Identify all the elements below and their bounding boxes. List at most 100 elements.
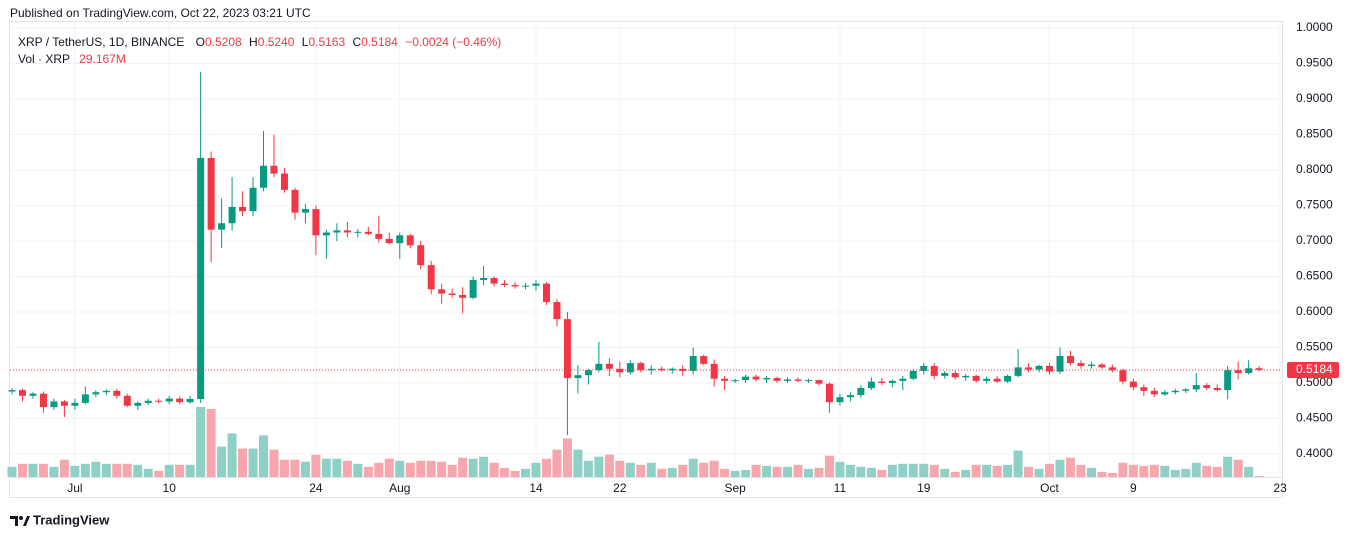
candle-body — [605, 363, 613, 369]
volume-bar — [259, 435, 269, 477]
volume-bar — [1223, 456, 1233, 477]
volume-bar — [541, 458, 551, 477]
y-tick-label: 0.4000 — [1296, 446, 1333, 460]
candle-body — [941, 373, 949, 376]
candle-body — [773, 378, 781, 381]
volume-bar — [646, 462, 656, 477]
candle-body — [291, 189, 299, 213]
candle-body — [710, 363, 718, 379]
volume-bar — [940, 468, 950, 477]
volume-bar — [300, 461, 310, 477]
candle-body — [92, 392, 100, 395]
candle-body — [1245, 368, 1253, 374]
candle-body — [343, 230, 351, 233]
candle-body — [983, 378, 991, 381]
candle-body — [322, 232, 330, 236]
volume-bar — [887, 464, 897, 477]
volume-bar — [1181, 468, 1191, 477]
volume-bar — [1086, 467, 1096, 477]
candle-body — [81, 394, 89, 403]
candle-body — [249, 187, 257, 212]
volume-bar — [384, 458, 394, 477]
x-tick-label: 19 — [917, 481, 931, 495]
volume-bar — [353, 463, 363, 477]
volume-bar — [573, 449, 583, 477]
ohlc-key: O — [195, 35, 205, 49]
candle-body — [1119, 370, 1127, 382]
volume-bar — [1118, 462, 1128, 477]
volume-bar — [185, 464, 195, 477]
x-tick-label: Sep — [724, 481, 746, 495]
volume-bar — [468, 458, 478, 477]
volume-bar — [636, 464, 646, 477]
volume-bar — [982, 464, 992, 477]
volume-bar — [374, 462, 384, 477]
brand-logo — [10, 516, 30, 526]
volume-bar — [699, 462, 709, 477]
candle-body — [60, 401, 68, 406]
x-tick-label: Aug — [389, 481, 410, 495]
volume-bar — [217, 446, 227, 477]
candle-body — [123, 395, 131, 406]
volume-bar — [17, 463, 27, 477]
candle-body — [1077, 363, 1085, 366]
volume-bar — [625, 462, 635, 477]
volume-bar — [667, 467, 677, 477]
volume-bar — [416, 460, 426, 477]
volume-bar — [248, 448, 258, 477]
candle-body — [218, 223, 226, 230]
candle-body — [385, 238, 393, 244]
candle-body — [165, 398, 173, 402]
x-tick-label: 11 — [834, 481, 847, 495]
candle-body — [280, 173, 288, 190]
candle-body — [301, 209, 309, 213]
volume-bar — [741, 469, 751, 477]
symbol: XRP / TetherUS, 1D, BINANCE — [18, 35, 185, 49]
candle-body — [637, 363, 645, 371]
candle-body — [731, 380, 739, 382]
volume-bar — [28, 463, 38, 477]
y-tick-label: 0.5000 — [1296, 375, 1333, 389]
x-tick-label: Jul — [67, 481, 82, 495]
y-tick-label: 0.8000 — [1296, 162, 1333, 176]
x-tick-label: 24 — [309, 481, 323, 495]
candle-body — [815, 380, 823, 384]
candle-body — [752, 376, 760, 380]
volume-bar — [1003, 464, 1013, 477]
candle-body — [878, 381, 886, 384]
ohlc-value: 0.5184 — [361, 35, 398, 49]
x-tick-label: 14 — [529, 481, 543, 495]
candle-body — [574, 375, 582, 379]
volume-bar — [845, 464, 855, 477]
candle-body — [689, 356, 697, 371]
candle-body — [469, 280, 477, 298]
candle-body — [700, 356, 708, 364]
candle-body — [616, 368, 624, 373]
candle-body — [1182, 389, 1190, 391]
volume-bar — [175, 464, 185, 477]
volume-bars — [7, 407, 1264, 477]
volume-bar — [814, 467, 824, 477]
volume-bar — [877, 469, 887, 477]
candle-body — [595, 363, 603, 371]
volume-bar — [856, 466, 866, 477]
volume-bar — [489, 462, 499, 477]
volume-bar — [1055, 459, 1065, 477]
candle-body — [846, 395, 854, 398]
volume-bar — [38, 463, 48, 477]
volume-bar — [321, 458, 331, 477]
volume-bar — [1149, 464, 1159, 477]
volume-bar — [1065, 457, 1075, 477]
candle-body — [1087, 364, 1095, 366]
volume-bar — [7, 466, 17, 477]
volume-title: Vol · XRP — [18, 52, 70, 66]
candle-body — [354, 231, 362, 233]
ohlc-value: 0.5208 — [204, 35, 242, 49]
candle-body — [396, 235, 404, 244]
volume-bar — [562, 438, 572, 477]
candle-body — [553, 302, 561, 320]
ohlc-value: 0.5163 — [308, 35, 346, 49]
candle-body — [155, 400, 163, 402]
volume-bar — [426, 460, 436, 477]
candle-body — [176, 398, 184, 403]
